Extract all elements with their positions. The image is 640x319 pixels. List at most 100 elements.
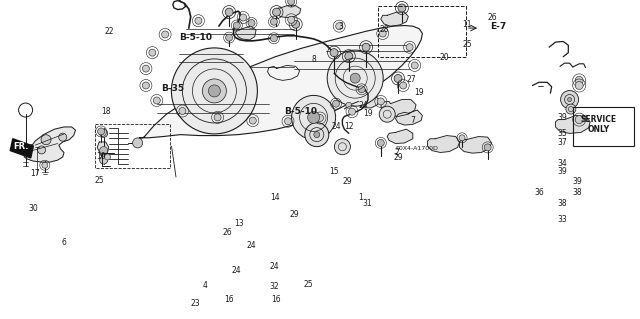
Text: 36: 36 (534, 188, 544, 197)
Text: FR.: FR. (13, 142, 29, 151)
Text: B-5-10: B-5-10 (179, 33, 212, 42)
Circle shape (327, 50, 383, 106)
Polygon shape (268, 65, 300, 80)
Polygon shape (24, 127, 76, 162)
Text: 22: 22 (104, 27, 113, 36)
Circle shape (292, 20, 300, 28)
Polygon shape (396, 110, 422, 125)
Text: 14: 14 (270, 193, 280, 202)
Bar (573, 107, 634, 146)
Circle shape (288, 0, 294, 5)
Text: 10: 10 (96, 152, 106, 161)
Circle shape (41, 135, 51, 145)
Text: 32: 32 (269, 282, 279, 291)
Text: 29: 29 (342, 177, 353, 186)
Circle shape (225, 8, 233, 16)
Circle shape (100, 129, 108, 137)
Circle shape (104, 154, 111, 160)
Circle shape (250, 117, 256, 124)
Text: 2: 2 (394, 148, 399, 157)
Circle shape (248, 19, 255, 26)
Circle shape (271, 35, 277, 42)
Circle shape (271, 18, 277, 25)
Circle shape (345, 52, 353, 60)
Circle shape (308, 111, 319, 123)
Text: 20: 20 (440, 53, 450, 62)
Text: B-5-10: B-5-10 (284, 107, 317, 116)
Text: 38: 38 (557, 199, 567, 208)
Circle shape (561, 91, 579, 108)
Circle shape (378, 139, 384, 146)
Text: 24: 24 (232, 266, 242, 275)
Text: 8: 8 (311, 55, 316, 63)
Polygon shape (460, 137, 492, 153)
Circle shape (179, 108, 186, 115)
Circle shape (234, 22, 240, 29)
Circle shape (285, 118, 291, 125)
Text: 19: 19 (414, 88, 424, 97)
Text: 25: 25 (94, 176, 104, 185)
Circle shape (346, 102, 352, 108)
Circle shape (288, 16, 294, 23)
Circle shape (226, 34, 232, 41)
Circle shape (412, 62, 418, 69)
Polygon shape (428, 136, 460, 152)
Circle shape (459, 135, 465, 141)
Text: 25: 25 (462, 40, 472, 48)
Circle shape (59, 133, 67, 141)
Text: 18: 18 (101, 107, 110, 115)
Circle shape (154, 97, 160, 104)
Text: 28: 28 (380, 25, 388, 34)
Circle shape (214, 114, 221, 121)
Polygon shape (381, 100, 416, 116)
Circle shape (575, 76, 583, 85)
Circle shape (195, 17, 202, 24)
Text: 29: 29 (289, 210, 300, 219)
Polygon shape (387, 129, 413, 144)
Circle shape (568, 98, 572, 101)
Circle shape (394, 74, 402, 83)
Text: 17: 17 (30, 169, 40, 178)
Polygon shape (140, 26, 422, 138)
Circle shape (132, 138, 143, 148)
Circle shape (575, 81, 583, 90)
Circle shape (143, 65, 149, 72)
Text: 39: 39 (557, 113, 567, 122)
Circle shape (162, 31, 168, 38)
Text: 4: 4 (202, 281, 207, 290)
Circle shape (484, 144, 491, 151)
Circle shape (273, 8, 280, 16)
Circle shape (398, 4, 406, 12)
Text: 15: 15 (329, 167, 339, 176)
Circle shape (143, 82, 149, 89)
Text: 24: 24 (331, 122, 341, 131)
Circle shape (358, 86, 365, 93)
Text: 38: 38 (572, 188, 582, 197)
Circle shape (379, 106, 396, 122)
Circle shape (38, 146, 45, 154)
Polygon shape (344, 57, 372, 75)
Circle shape (100, 156, 108, 164)
Circle shape (350, 73, 360, 83)
Text: 16: 16 (224, 295, 234, 304)
Circle shape (566, 104, 576, 114)
Circle shape (98, 128, 104, 135)
Text: 34: 34 (557, 159, 567, 168)
Circle shape (335, 139, 351, 155)
Text: 25: 25 (303, 280, 314, 289)
Text: 11: 11 (463, 20, 472, 29)
Circle shape (406, 44, 413, 51)
Text: 1: 1 (358, 193, 363, 202)
Text: 24: 24 (246, 241, 256, 250)
Circle shape (305, 122, 329, 147)
Text: 7: 7 (410, 116, 415, 125)
Circle shape (362, 43, 370, 51)
Text: 12: 12 (344, 122, 353, 130)
Polygon shape (556, 115, 590, 133)
Text: 39: 39 (557, 167, 567, 176)
Text: 3: 3 (339, 22, 344, 31)
Text: 24: 24 (358, 101, 368, 110)
Circle shape (149, 49, 156, 56)
Circle shape (172, 48, 257, 134)
Bar (95, 124, 170, 168)
